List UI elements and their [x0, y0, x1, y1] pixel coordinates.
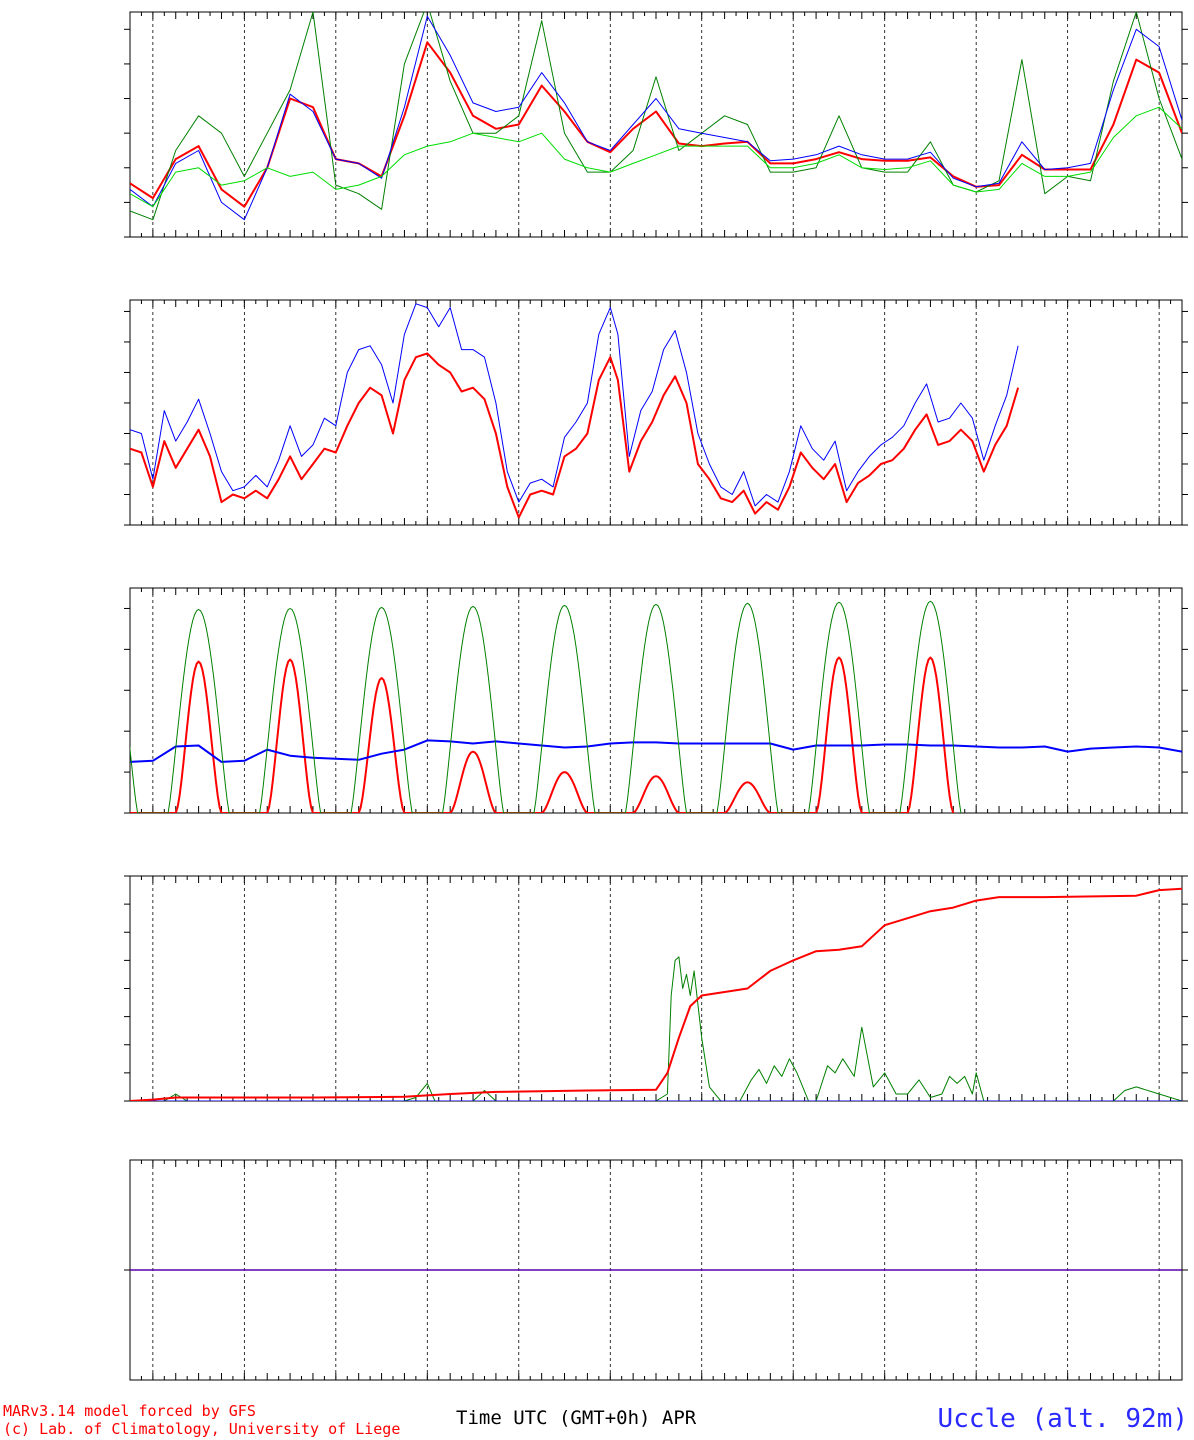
series-line-wind-speed [130, 352, 1020, 519]
series-line-temperature [130, 41, 1182, 208]
plot-frame [129, 875, 1183, 1102]
series-line-dewpoint-temp [130, 106, 1182, 208]
plot-frame [129, 11, 1183, 238]
footer-xaxis-label: Time UTC (GMT+0h) APR [456, 1407, 697, 1429]
series-line-total-cumulated-cm- [130, 887, 1182, 1101]
series-line-liquid-precip-mm-h- [130, 956, 1182, 1101]
series-group [130, 12, 1182, 221]
panel-wind [124, 299, 1188, 526]
panel-precip [124, 875, 1188, 1102]
series-line-wind-gust [130, 303, 1019, 507]
series-line-solar [130, 656, 955, 813]
series-line-top-of-atmosphere-solar- [130, 600, 962, 813]
footer-station: Uccle (alt. 92m) [938, 1404, 1188, 1434]
panel-temp [124, 11, 1188, 238]
series-line-infrared [130, 739, 1182, 763]
footer-copyright: (c) Lab. of Climatology, University of L… [3, 1420, 400, 1438]
series-group [130, 887, 1182, 1101]
series-group [130, 303, 1020, 519]
footer-model: MARv3.14 model forced by GFS [3, 1402, 256, 1420]
series-line-humidex [130, 15, 1182, 221]
plot-frame [129, 587, 1183, 814]
series-line-vigne-temp [130, 12, 1182, 221]
panel-energy [124, 587, 1188, 814]
panel-snow [124, 1159, 1188, 1381]
series-group [130, 600, 1182, 813]
